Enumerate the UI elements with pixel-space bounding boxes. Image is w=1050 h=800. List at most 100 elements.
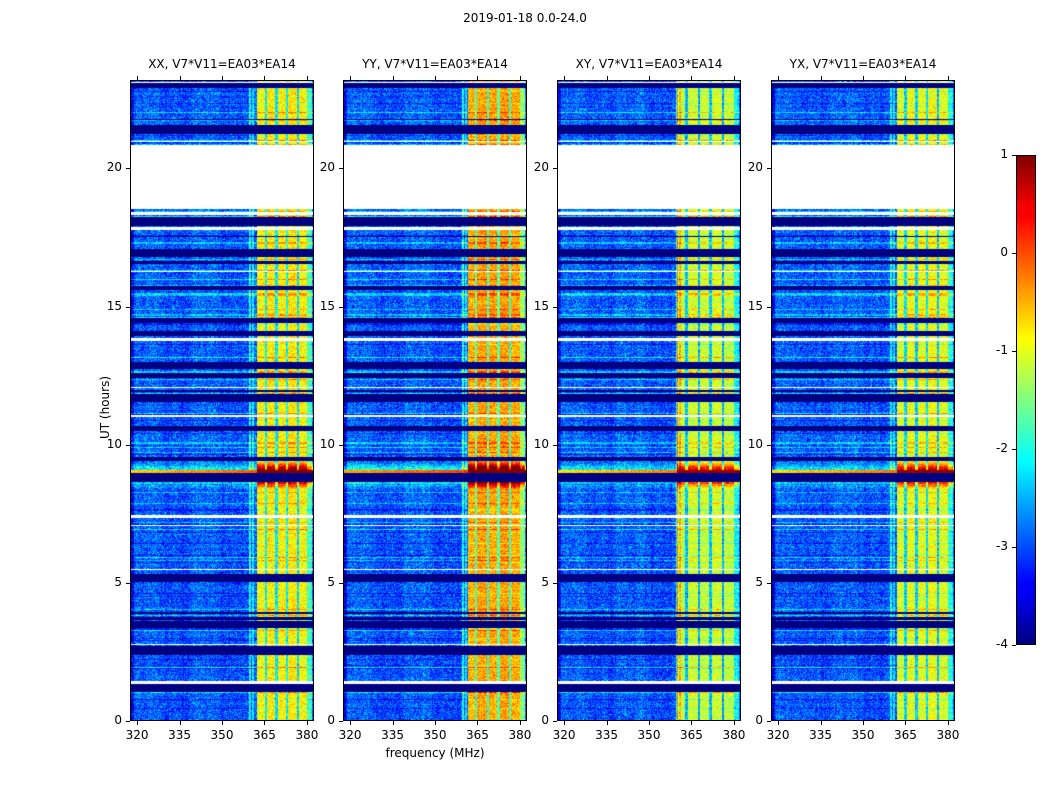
ytick-mark <box>767 168 771 170</box>
xtick-mark <box>649 721 650 725</box>
ytick-mark <box>767 721 771 722</box>
colorbar-tick-mark <box>1012 253 1016 254</box>
ytick-mark <box>126 168 130 170</box>
spectrogram-image-xy <box>558 81 740 720</box>
xtick-mark-top <box>820 76 822 80</box>
spectrogram-panel-yy <box>343 80 527 721</box>
xtick-label: 350 <box>423 728 447 742</box>
xtick-label: 380 <box>295 728 319 742</box>
xtick-mark <box>905 721 907 725</box>
xtick-mark <box>435 721 436 725</box>
xtick-mark-top <box>905 76 907 80</box>
ytick-mark <box>553 168 557 170</box>
spectrogram-image-xx <box>131 81 313 720</box>
xtick-label: 320 <box>338 728 362 742</box>
ytick-label: 0 <box>327 713 335 727</box>
spectrogram-panel-xy <box>557 80 741 721</box>
ytick-mark <box>339 168 343 170</box>
ytick-mark <box>767 306 771 308</box>
ytick-label: 5 <box>541 574 549 589</box>
colorbar-tick-mark <box>1012 449 1016 450</box>
ytick-label: 5 <box>327 574 335 589</box>
xtick-mark-top <box>947 76 949 80</box>
ytick-mark <box>339 582 343 584</box>
xtick-mark <box>222 721 223 725</box>
xtick-mark <box>820 721 822 725</box>
ytick-label: 0 <box>541 713 549 727</box>
xtick-mark <box>179 721 181 725</box>
xtick-mark <box>350 721 352 725</box>
xtick-mark <box>691 721 693 725</box>
colorbar-tick-mark <box>1012 351 1016 352</box>
xtick-mark-top <box>222 76 223 80</box>
ytick-label: 15 <box>747 298 763 313</box>
ytick-label: 0 <box>755 713 763 727</box>
xtick-label: 320 <box>125 728 149 742</box>
colorbar-tick-label: -1 <box>996 343 1008 357</box>
xtick-label: 365 <box>680 728 703 742</box>
x-axis-label: frequency (MHz) <box>385 746 485 760</box>
xtick-label: 365 <box>466 728 489 742</box>
ytick-mark <box>339 444 343 446</box>
xtick-mark <box>564 721 566 725</box>
ytick-label: 20 <box>533 160 549 175</box>
xtick-mark <box>392 721 394 725</box>
xtick-mark <box>778 721 780 725</box>
xtick-mark <box>137 721 139 725</box>
xtick-mark-top <box>863 76 864 80</box>
xtick-mark-top <box>649 76 650 80</box>
xtick-mark-top <box>306 76 308 80</box>
ytick-label: 20 <box>106 160 122 175</box>
ytick-mark <box>126 444 130 446</box>
ytick-label: 0 <box>114 713 122 727</box>
colorbar-tick-label: 1 <box>1000 147 1008 161</box>
xtick-mark-top <box>564 76 566 80</box>
ytick-mark <box>339 306 343 308</box>
xtick-mark <box>306 721 308 725</box>
colorbar-tick-mark <box>1012 645 1016 646</box>
xtick-mark-top <box>137 76 139 80</box>
figure-suptitle: 2019-01-18 0.0-24.0 <box>463 11 587 25</box>
xtick-mark-top <box>519 76 521 80</box>
colorbar <box>1016 155 1036 645</box>
xtick-mark-top <box>392 76 394 80</box>
xtick-label: 380 <box>508 728 532 742</box>
ytick-label: 20 <box>319 160 335 175</box>
xtick-mark <box>264 721 266 725</box>
ytick-mark <box>553 582 557 584</box>
xtick-mark-top <box>691 76 693 80</box>
xtick-label: 380 <box>936 728 960 742</box>
xtick-mark-top <box>778 76 780 80</box>
panel-title-xy: XY, V7*V11=EA03*EA14 <box>575 57 723 71</box>
spectrogram-panel-yx <box>771 80 955 721</box>
ytick-mark <box>767 582 771 584</box>
colorbar-tick-label: -3 <box>996 539 1008 553</box>
xtick-mark-top <box>733 76 735 80</box>
ytick-label: 10 <box>106 436 122 451</box>
ytick-mark <box>553 444 557 446</box>
colorbar-tick-label: -2 <box>996 441 1008 455</box>
ytick-label: 10 <box>319 436 335 451</box>
xtick-label: 335 <box>168 728 191 742</box>
ytick-label: 20 <box>747 160 763 175</box>
panel-title-yx: YX, V7*V11=EA03*EA14 <box>789 57 937 71</box>
ytick-label: 10 <box>533 436 549 451</box>
xtick-label: 320 <box>552 728 576 742</box>
colorbar-tick-mark <box>1012 155 1016 156</box>
xtick-mark <box>519 721 521 725</box>
xtick-label: 320 <box>766 728 790 742</box>
ytick-label: 15 <box>319 298 335 313</box>
xtick-mark <box>863 721 864 725</box>
xtick-mark-top <box>350 76 352 80</box>
xtick-label: 350 <box>851 728 875 742</box>
panel-title-xx: XX, V7*V11=EA03*EA14 <box>148 57 296 71</box>
ytick-label: 15 <box>106 298 122 313</box>
ytick-label: 15 <box>533 298 549 313</box>
ytick-mark <box>553 721 557 722</box>
y-axis-label: UT (hours) <box>98 375 112 439</box>
xtick-mark-top <box>435 76 436 80</box>
xtick-mark-top <box>477 76 479 80</box>
ytick-mark <box>339 721 343 722</box>
xtick-label: 350 <box>210 728 234 742</box>
